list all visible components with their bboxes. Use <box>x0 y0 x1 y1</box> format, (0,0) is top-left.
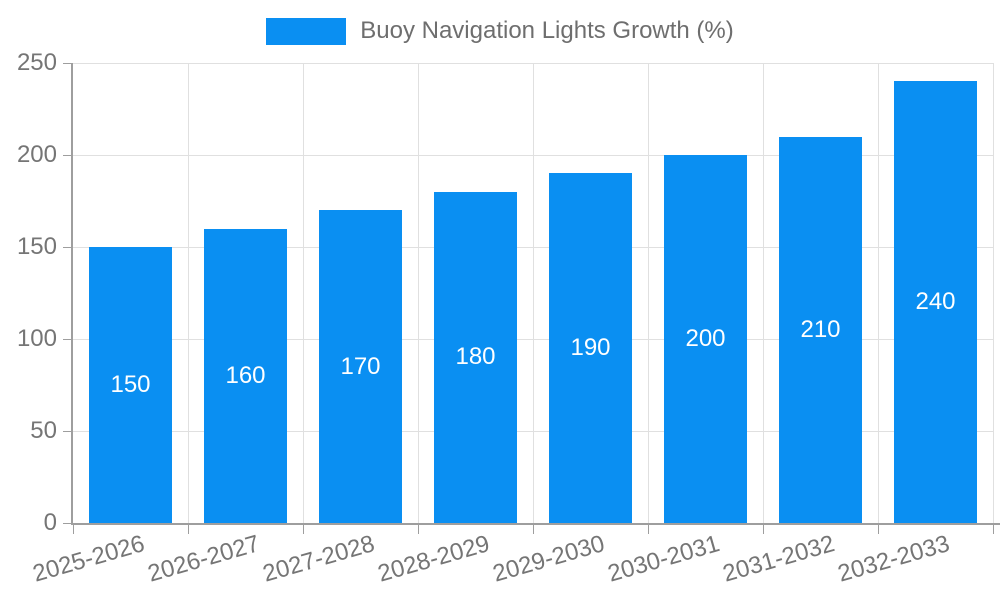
bar-value-label: 200 <box>685 325 726 352</box>
x-axis-tick <box>878 525 879 534</box>
bar <box>434 191 517 523</box>
bar-value-label: 190 <box>570 334 611 362</box>
x-axis-tick <box>418 525 419 534</box>
y-axis-tick <box>63 155 73 156</box>
y-axis-tick <box>63 247 73 248</box>
bar <box>549 173 632 523</box>
x-axis-tick <box>303 525 304 534</box>
x-axis-line <box>71 523 1000 525</box>
gridline-vertical <box>533 63 534 523</box>
bar-value-label: 240 <box>915 288 956 316</box>
x-axis-label: 2027-2028 <box>259 530 378 588</box>
x-axis-label: 2031-2032 <box>719 530 838 588</box>
x-axis-label: 2026-2027 <box>144 530 263 588</box>
plot-area: 150 160 170 180 190 200 210 240 <box>63 63 1000 534</box>
y-axis-tick <box>63 63 73 64</box>
legend-label: Buoy Navigation Lights Growth (%) <box>360 17 734 44</box>
y-axis-label: 200 <box>16 141 57 168</box>
x-axis-label: 2030-2031 <box>604 530 723 588</box>
x-axis-tick <box>73 525 74 534</box>
gridline-vertical <box>303 63 304 523</box>
x-axis-tick <box>533 525 534 534</box>
y-axis-label: 0 <box>43 509 57 536</box>
bar <box>894 81 977 523</box>
bar-value-label: 170 <box>340 352 381 380</box>
y-axis-tick <box>63 339 73 340</box>
bar <box>204 228 287 523</box>
y-axis-tick <box>63 431 73 432</box>
bar-value-label: 150 <box>110 371 151 398</box>
gridline-vertical <box>993 63 994 523</box>
legend[interactable]: Buoy Navigation Lights Growth (%) <box>0 17 1000 45</box>
x-axis-label: 2025-2026 <box>29 530 148 588</box>
x-axis-label: 2032-2033 <box>834 530 953 588</box>
bar <box>319 210 402 523</box>
legend-swatch <box>266 17 347 45</box>
bar-value-label: 160 <box>225 361 266 389</box>
gridline-vertical <box>418 63 419 523</box>
gridline-vertical <box>648 63 649 523</box>
x-axis-tick <box>993 525 994 534</box>
y-axis-label: 100 <box>16 325 57 352</box>
bar <box>89 247 172 523</box>
bar <box>664 155 747 523</box>
y-axis-label: 250 <box>16 49 57 76</box>
x-axis-tick <box>763 525 764 534</box>
y-axis-label: 150 <box>16 233 57 260</box>
bar <box>779 136 862 523</box>
bar-value-label: 180 <box>455 343 496 371</box>
gridline-vertical <box>763 63 764 523</box>
bar-value-label: 210 <box>800 315 841 343</box>
x-axis-label: 2028-2029 <box>374 530 493 588</box>
gridline-vertical <box>878 63 879 523</box>
x-axis-tick <box>648 525 649 534</box>
y-axis-label: 50 <box>30 417 57 444</box>
y-axis-line <box>71 63 73 525</box>
x-axis-tick <box>188 525 189 534</box>
y-axis-tick <box>63 523 73 524</box>
x-axis-label: 2029-2030 <box>489 530 608 588</box>
gridline-vertical <box>188 63 189 523</box>
